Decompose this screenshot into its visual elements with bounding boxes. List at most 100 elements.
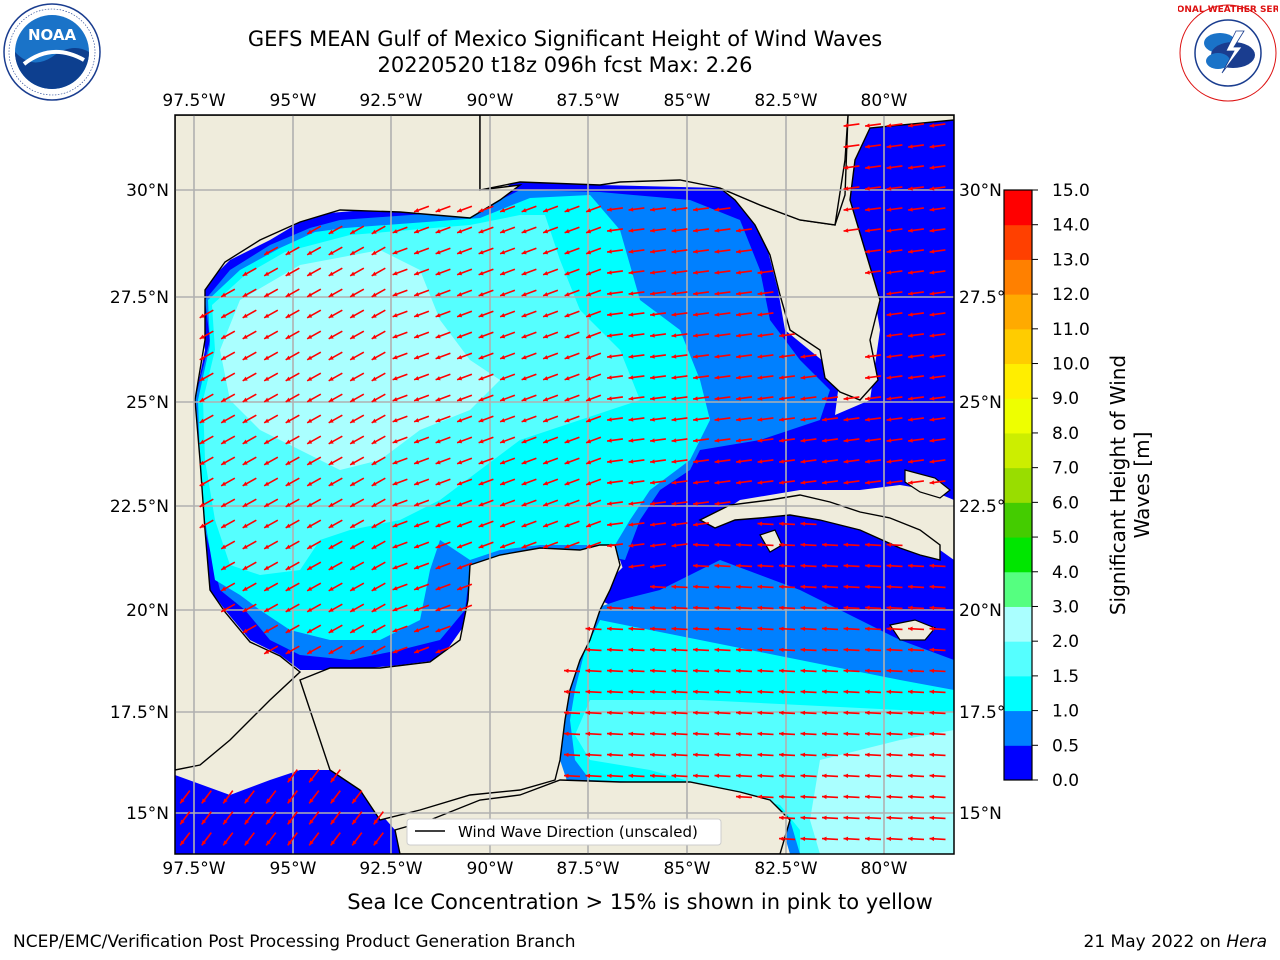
wind-wave-arrow	[864, 689, 882, 694]
wind-wave-arrow	[242, 267, 257, 277]
wind-wave-arrow	[328, 414, 343, 424]
wind-wave-arrow	[328, 372, 343, 382]
wind-wave-arrow	[735, 270, 753, 275]
wind-wave-arrow	[907, 144, 925, 149]
wind-wave-arrow	[907, 710, 925, 715]
wind-wave-arrow	[735, 396, 753, 401]
wind-wave-arrow	[886, 186, 903, 191]
wind-wave-arrow	[628, 312, 645, 317]
wind-wave-arrow	[285, 477, 300, 487]
wind-wave-arrow	[649, 249, 667, 254]
wind-wave-arrow	[864, 438, 882, 443]
wind-wave-arrow	[843, 396, 860, 401]
wind-wave-arrow	[521, 331, 537, 339]
wind-wave-arrow	[585, 520, 602, 528]
wind-wave-arrow	[199, 498, 214, 508]
colorbar-segment	[1004, 398, 1032, 434]
wind-wave-arrow	[287, 790, 298, 804]
wind-wave-arrow	[413, 415, 430, 423]
wind-wave-arrow	[392, 520, 408, 528]
wind-wave-arrow	[606, 773, 624, 778]
wind-wave-arrow	[649, 752, 667, 757]
wind-wave-arrow	[413, 373, 430, 381]
wind-wave-arrow	[478, 205, 494, 213]
wind-wave-arrow	[242, 330, 257, 340]
wind-wave-arrow	[843, 647, 860, 652]
lon-label-bottom: 95°W	[270, 859, 317, 879]
wind-wave-arrow	[929, 836, 946, 841]
wind-wave-arrow	[349, 603, 365, 613]
wind-wave-arrow	[330, 790, 341, 804]
wind-wave-arrow	[606, 270, 624, 275]
wind-wave-arrow	[628, 522, 645, 527]
wind-wave-arrow	[242, 498, 257, 508]
wind-wave-arrow	[413, 289, 430, 297]
wind-wave-arrow	[371, 309, 386, 319]
wind-wave-arrow	[692, 207, 710, 212]
wind-wave-arrow	[306, 624, 322, 634]
wind-wave-arrow	[263, 540, 279, 550]
wind-wave-arrow	[714, 542, 731, 547]
wind-wave-arrow	[886, 815, 903, 820]
wind-wave-arrow	[864, 270, 882, 275]
wind-wave-arrow	[864, 542, 882, 547]
wind-wave-arrow	[886, 710, 903, 715]
colorbar-segment	[1004, 502, 1032, 538]
colorbar-tick-label: 12.0	[1052, 285, 1090, 305]
wind-wave-arrow	[821, 647, 839, 652]
wind-wave-arrow	[585, 689, 602, 694]
wind-wave-arrow	[328, 435, 343, 445]
wind-wave-arrow	[542, 457, 559, 465]
colorbar-tick-label: 9.0	[1052, 389, 1079, 409]
wind-wave-arrow	[671, 207, 688, 212]
wind-wave-arrow	[886, 354, 903, 359]
wind-wave-arrow	[349, 288, 365, 298]
wind-wave-arrow	[692, 605, 710, 610]
colorbar-segment	[1004, 745, 1032, 781]
wind-wave-arrow	[499, 457, 516, 465]
wind-wave-arrow	[843, 605, 860, 610]
wind-wave-arrow	[821, 542, 839, 547]
wind-wave-arrow	[306, 393, 322, 403]
wind-wave-arrow	[585, 352, 602, 360]
wind-wave-arrow	[585, 499, 602, 507]
wind-wave-arrow	[456, 436, 473, 444]
wind-wave-arrow	[179, 790, 191, 804]
wind-wave-arrow	[413, 562, 430, 570]
wind-wave-arrow	[735, 605, 753, 610]
wind-wave-arrow	[220, 372, 236, 382]
wind-wave-arrow	[628, 396, 645, 401]
wind-wave-arrow	[564, 226, 580, 234]
wind-wave-arrow	[757, 333, 774, 338]
wind-wave-arrow	[864, 752, 882, 757]
wind-wave-arrow	[929, 584, 946, 589]
wind-wave-arrow	[864, 165, 882, 170]
wind-wave-arrow	[413, 646, 430, 654]
wind-wave-arrow	[886, 794, 903, 799]
wind-wave-arrow	[371, 246, 386, 256]
wind-wave-arrow	[757, 459, 774, 464]
wind-wave-arrow	[886, 123, 903, 128]
wind-wave-arrow	[478, 226, 494, 234]
lat-label-right: 17.5°N	[959, 703, 1018, 723]
wind-wave-arrow	[864, 647, 882, 652]
wind-wave-arrow	[306, 288, 322, 298]
wind-wave-arrow	[671, 647, 688, 652]
wind-wave-arrow	[929, 333, 946, 338]
wind-wave-arrow	[800, 584, 817, 589]
sea-ice-note: Sea Ice Concentration > 15% is shown in …	[347, 890, 933, 914]
wind-wave-arrow	[886, 563, 903, 568]
wind-wave-arrow	[907, 563, 925, 568]
wind-wave-arrow	[821, 480, 839, 485]
wind-wave-arrow	[735, 542, 753, 547]
wind-wave-arrow	[907, 186, 925, 191]
colorbar-segment	[1004, 190, 1032, 226]
wind-wave-arrow	[735, 333, 753, 338]
wind-wave-arrow	[499, 499, 516, 507]
wind-wave-arrow	[199, 351, 214, 361]
wind-wave-arrow	[649, 291, 667, 296]
wind-wave-arrow	[907, 207, 925, 212]
colorbar-tick-label: 7.0	[1052, 459, 1079, 479]
wind-wave-arrow	[330, 811, 341, 825]
wind-wave-arrow	[349, 330, 365, 340]
